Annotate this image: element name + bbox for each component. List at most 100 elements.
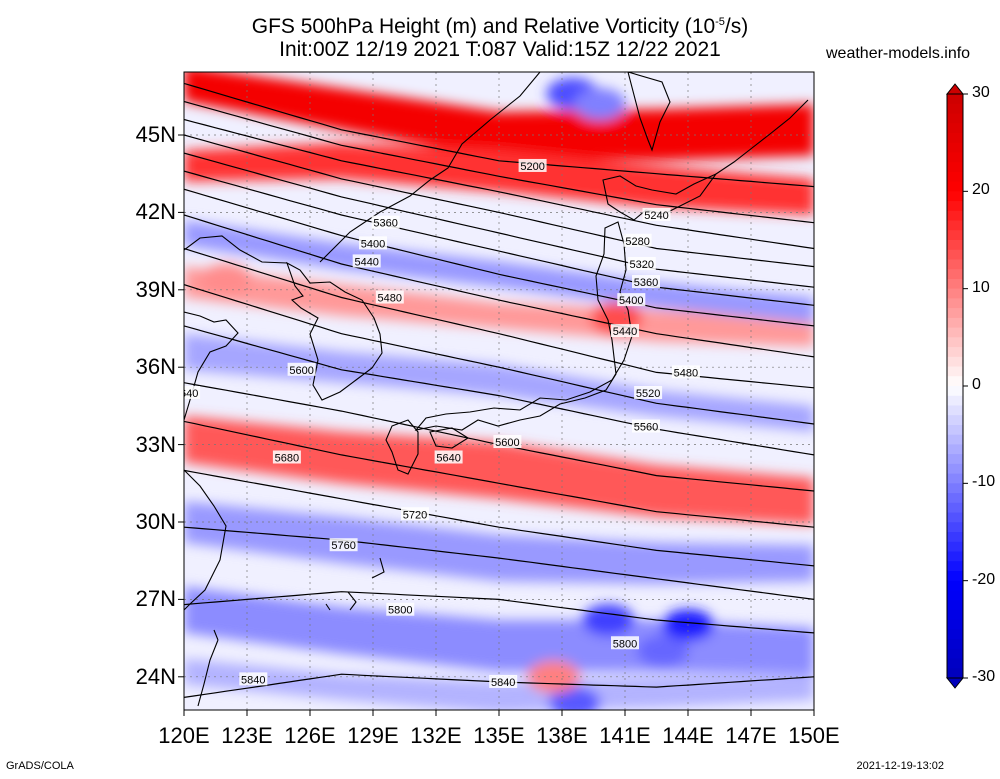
colorbar-label: -10: [972, 473, 996, 491]
vorticity-spot: [582, 604, 635, 637]
lat-label: 33N: [135, 431, 176, 457]
colorbar-segment: [947, 473, 963, 484]
height-contour: [184, 170, 814, 306]
colorbar-segment: [947, 94, 963, 105]
colorbar-segment: [947, 113, 963, 124]
contour-label: 5680: [275, 453, 299, 465]
axis-ticks: [178, 134, 815, 716]
contour-label-bg: [386, 602, 415, 616]
colorbar-segment: [947, 415, 963, 426]
lon-label: 123E: [221, 723, 273, 748]
vorticity-band: [184, 72, 814, 161]
lat-label: 24N: [135, 663, 176, 689]
colorbar-bottom-arrow: [945, 677, 965, 689]
colorbar-segment: [947, 405, 963, 416]
contour-label-bg: [671, 365, 700, 379]
height-contour: [184, 214, 814, 358]
contour-label: 5800: [388, 605, 412, 617]
colorbar-segment: [947, 522, 963, 533]
contour-label: 5480: [378, 293, 402, 305]
contour-label-bg: [371, 215, 400, 229]
colorbar-segment: [947, 463, 963, 475]
colorbar-segment: [947, 337, 963, 348]
colorbar-segment: [947, 541, 963, 553]
colorbar-segment: [947, 386, 963, 397]
contour-label: 5640: [436, 453, 460, 465]
lon-label: 147E: [725, 723, 777, 748]
colorbar-segment: [947, 395, 963, 407]
lat-label: 39N: [135, 276, 176, 302]
contour-label: 5600: [289, 365, 313, 377]
colorbar-segment: [947, 551, 963, 562]
colorbar-segment: [947, 162, 963, 173]
colorbar-top-arrow: [945, 83, 965, 95]
colorbar-segment: [947, 230, 963, 241]
lat-label: 30N: [135, 509, 176, 534]
lon-label: 132E: [410, 723, 462, 748]
colorbar-segment: [947, 444, 963, 455]
contour-label-bg: [493, 435, 522, 449]
coastlines: [184, 72, 809, 707]
contour-label: 5360: [373, 218, 397, 230]
contour-label: 5400: [619, 295, 643, 307]
contour-label: 5200: [520, 161, 544, 173]
height-contour: [184, 284, 814, 425]
contour-label-bg: [401, 507, 429, 521]
colorbar-segment: [947, 308, 963, 319]
coast-sakhalin: [627, 72, 671, 152]
height-contour: [184, 469, 814, 567]
footer-credit: GrADS/COLA: [6, 760, 74, 772]
vorticity-spot: [200, 263, 252, 296]
colorbar-segment: [947, 181, 963, 192]
colorbar-segment: [947, 658, 963, 669]
vorticity-spot: [548, 686, 601, 710]
coast-china-south: [184, 469, 227, 611]
colorbar-segment: [947, 376, 963, 387]
contour-label-bg: [632, 419, 660, 433]
contour-label: 5760: [331, 540, 355, 552]
height-contour: [184, 134, 814, 268]
contour-label: 5520: [636, 388, 660, 400]
colorbar-segment: [947, 619, 963, 630]
contour-label-bg: [518, 158, 547, 172]
grid-lines: [184, 72, 814, 710]
coast-ryukyu: [325, 557, 385, 611]
lon-label: 141E: [599, 723, 651, 748]
height-contour: [184, 325, 814, 456]
lon-label: 150E: [788, 723, 840, 748]
lon-label: 144E: [662, 723, 714, 748]
colorbar-segment: [947, 454, 963, 465]
colorbar-segment: [947, 240, 963, 251]
colorbar-label: -30: [972, 668, 996, 685]
colorbar-segment: [947, 142, 963, 153]
colorbar-segment: [947, 220, 963, 231]
contour-label-bg: [184, 386, 201, 399]
contour-label: 5640: [174, 388, 198, 400]
contour-labels: 5200 5240 5280 5320 5360 5400 5440 5480 5520 5560…: [174, 158, 700, 689]
contour-label-bg: [329, 538, 358, 552]
height-contour: [184, 82, 814, 188]
contour-label-bg: [623, 233, 652, 247]
contour-label: 5840: [241, 674, 265, 686]
contour-label-bg: [352, 254, 381, 268]
colorbar-segment: [947, 249, 963, 261]
colorbar-segment: [947, 123, 963, 134]
height-contour: [184, 247, 814, 389]
colorbar-segment: [947, 278, 963, 290]
colorbar-segment: [947, 269, 963, 280]
height-contour: [184, 152, 814, 288]
contour-label: 5440: [354, 256, 378, 268]
colorbar-segment: [947, 317, 963, 329]
colorbar-segment: [947, 191, 963, 202]
colorbar-segment: [947, 103, 963, 115]
contour-label-bg: [632, 275, 660, 289]
height-contour: [184, 591, 814, 634]
contour-label-bg: [239, 672, 268, 686]
contour-label-bg: [434, 450, 463, 464]
contour-label-bg: [611, 636, 639, 650]
colorbar-segment: [947, 132, 963, 144]
colorbar-segment: [947, 639, 963, 650]
contour-label: 5320: [630, 259, 654, 271]
colorbar-segment: [947, 347, 963, 358]
